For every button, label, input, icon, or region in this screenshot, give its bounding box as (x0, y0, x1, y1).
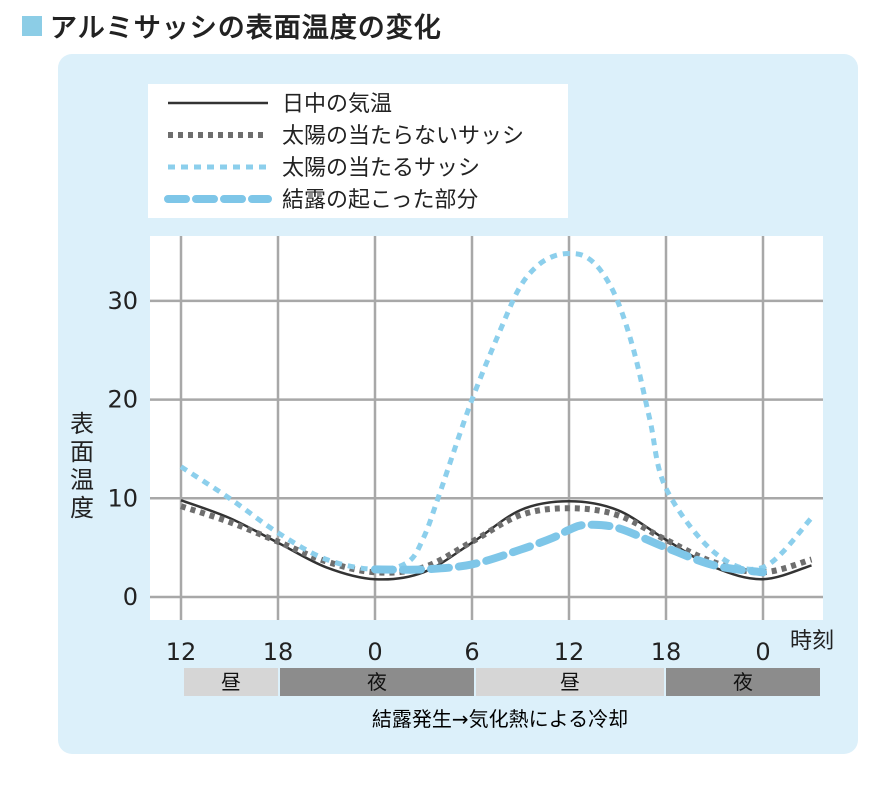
period-band-night (666, 668, 820, 696)
y-tick-label: 0 (123, 583, 138, 611)
x-axis-label: 時刻 (790, 629, 834, 654)
footer-note: 結露発生→気化熱による冷却 (372, 707, 628, 731)
legend-label-2: 太陽の当たらないサッシ (282, 124, 524, 149)
series-line-4 (371, 520, 767, 577)
period-band-night (280, 668, 474, 696)
page-title: アルミサッシの表面温度の変化 (50, 13, 442, 44)
x-tick-label: 12 (554, 638, 585, 666)
period-band-day (476, 668, 664, 696)
legend-label-4: 結露の起こった部分 (282, 188, 478, 213)
title-row: アルミサッシの表面温度の変化 (22, 6, 442, 45)
y-axis-label: 表面温度 (70, 410, 94, 522)
x-tick-label: 18 (263, 638, 294, 666)
x-tick-label: 18 (651, 638, 682, 666)
period-label: 昼 (560, 670, 580, 694)
grid-layer (150, 236, 823, 620)
period-label: 夜 (733, 670, 753, 694)
axis-labels: 12 18 0 6 12 18 0 0 10 20 30 時刻 表面温度 (70, 287, 834, 666)
period-label: 昼 (221, 670, 241, 694)
series-line-3 (179, 250, 814, 572)
period-band-day (184, 668, 278, 696)
day-night-bands: 昼夜昼夜 (184, 668, 820, 696)
series-layer (179, 250, 814, 581)
legend-label-3: 太陽の当たるサッシ (282, 156, 480, 181)
y-tick-label: 30 (107, 287, 138, 315)
y-tick-label: 10 (107, 484, 138, 512)
x-tick-label: 0 (367, 638, 382, 666)
title-marker-icon (22, 15, 42, 36)
legend-label-1: 日中の気温 (282, 92, 392, 117)
x-tick-label: 6 (464, 638, 479, 666)
y-tick-label: 20 (107, 386, 138, 414)
legend-box (148, 84, 568, 218)
x-tick-label: 12 (166, 638, 197, 666)
period-label: 夜 (367, 670, 387, 694)
x-tick-label: 0 (755, 638, 770, 666)
